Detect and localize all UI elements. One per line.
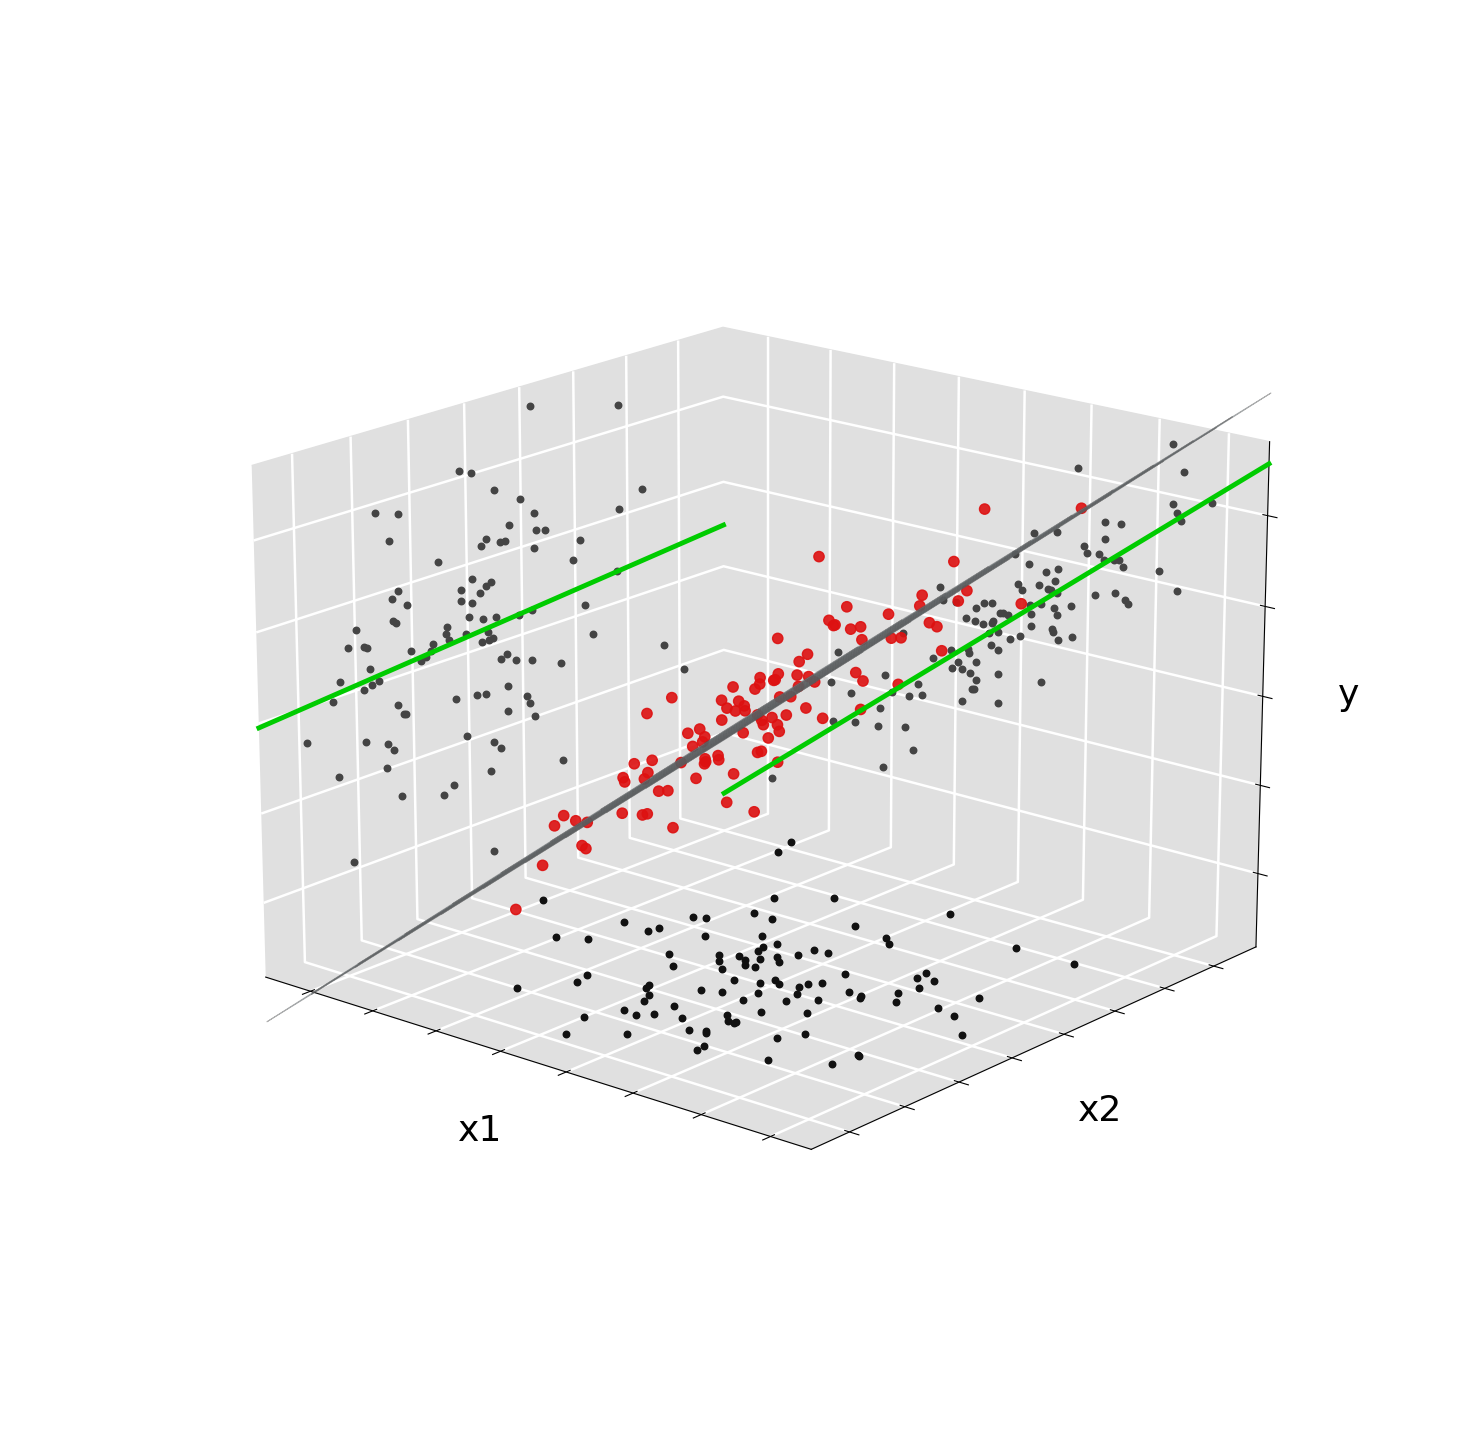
X-axis label: x1: x1 xyxy=(458,1114,501,1149)
Y-axis label: x2: x2 xyxy=(1077,1094,1123,1127)
